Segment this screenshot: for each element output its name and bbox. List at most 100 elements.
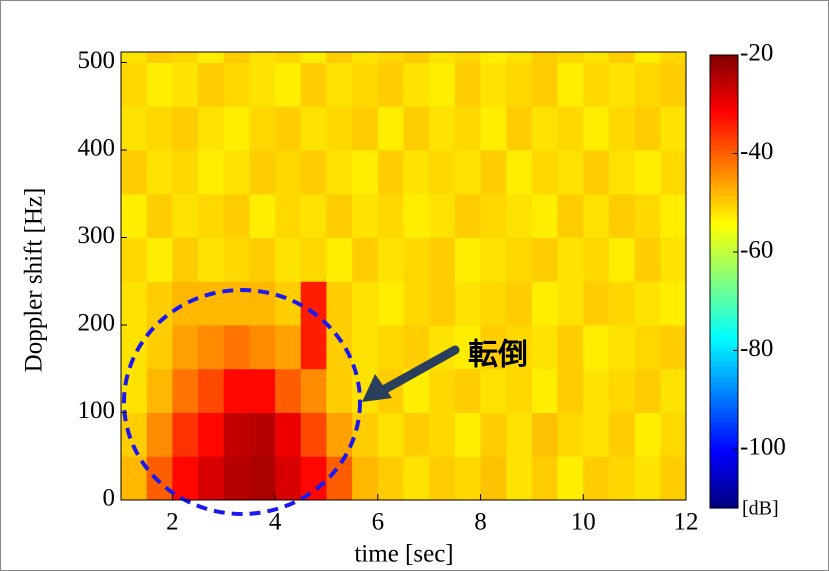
cell <box>198 106 225 151</box>
cell <box>531 281 559 326</box>
cell <box>300 150 327 195</box>
y-tick-label: 500 <box>78 47 116 74</box>
cell <box>352 456 379 501</box>
cell <box>326 456 353 501</box>
cell <box>480 62 507 107</box>
cell <box>429 456 456 501</box>
cell <box>377 237 404 282</box>
cell <box>429 281 456 326</box>
colorbar-stripe <box>710 316 738 323</box>
cell <box>429 368 456 413</box>
heatmap <box>121 52 687 501</box>
x-tick-label: 12 <box>674 509 699 536</box>
cell <box>198 281 225 326</box>
x-tick-label: 6 <box>372 509 385 536</box>
colorbar-stripe <box>710 211 738 217</box>
cell <box>531 193 559 238</box>
cell <box>608 325 636 370</box>
cell <box>377 62 404 107</box>
cell <box>198 325 225 370</box>
cell <box>634 106 661 151</box>
cell <box>223 456 250 501</box>
colorbar-stripe <box>710 135 738 142</box>
cell <box>172 237 199 282</box>
arrow-shaft <box>373 345 460 398</box>
colorbar-tick-label: -80 <box>740 335 773 362</box>
colorbar-stripe <box>710 502 738 509</box>
colorbar-stripe <box>710 412 738 418</box>
colorbar-stripe <box>710 321 738 328</box>
cell <box>146 412 173 457</box>
cell <box>300 456 327 501</box>
cell <box>634 281 661 326</box>
colorbar-stripe <box>710 266 738 273</box>
cell <box>121 106 148 151</box>
colorbar-stripe <box>710 482 738 489</box>
colorbar-stripe <box>710 140 738 147</box>
y-tick-label: 300 <box>78 222 116 249</box>
cell <box>377 106 404 151</box>
cell <box>634 193 661 238</box>
colorbar-stripe <box>710 195 738 202</box>
cell <box>454 52 482 63</box>
cell <box>480 193 507 238</box>
cell <box>352 412 379 457</box>
cell <box>429 237 456 282</box>
cell <box>634 325 661 370</box>
cell <box>506 193 533 238</box>
colorbar-stripe <box>710 301 738 308</box>
cell <box>146 52 173 63</box>
cell <box>326 52 353 63</box>
cell <box>480 237 507 282</box>
cell <box>531 412 559 457</box>
colorbar-stripe <box>710 180 738 187</box>
cell <box>223 193 250 238</box>
y-tick-label: 100 <box>78 397 116 424</box>
colorbar-stripe <box>710 382 738 388</box>
colorbar-stripe <box>710 125 738 132</box>
cell <box>608 281 636 326</box>
colorbar-stripe <box>710 291 738 298</box>
cell <box>557 281 584 326</box>
cell <box>403 52 430 63</box>
cell <box>557 62 584 107</box>
colorbar-stripe <box>710 276 738 283</box>
cell <box>583 325 610 370</box>
colorbar-stripe <box>710 377 738 383</box>
cell <box>557 412 584 457</box>
colorbar-stripe <box>710 427 738 434</box>
x-tick-label: 10 <box>571 509 596 536</box>
colorbar-stripe <box>710 80 738 86</box>
cell <box>300 62 327 107</box>
colorbar-stripe <box>710 336 738 343</box>
cell <box>377 150 404 195</box>
colorbar-stripe <box>710 442 738 449</box>
plot-border <box>120 51 687 501</box>
cell <box>326 62 353 107</box>
colorbar-stripe <box>710 311 738 318</box>
cell <box>480 412 507 457</box>
colorbar-stripe <box>710 367 738 373</box>
cell <box>275 106 302 151</box>
cell <box>300 106 327 151</box>
cell <box>403 237 430 282</box>
colorbar-stripe <box>710 185 738 192</box>
cell <box>583 62 610 107</box>
cell <box>198 62 225 107</box>
colorbar-stripe <box>710 387 738 393</box>
cell <box>275 412 302 457</box>
cell <box>223 150 250 195</box>
cell <box>377 52 404 63</box>
colorbar-stripe <box>710 452 738 459</box>
cell <box>454 193 482 238</box>
cell <box>300 325 327 370</box>
cell <box>506 456 533 501</box>
cell <box>583 281 610 326</box>
y-tick-label: 400 <box>78 135 116 162</box>
cell <box>300 237 327 282</box>
cell <box>198 150 225 195</box>
colorbar-stripe <box>710 402 738 408</box>
colorbar-stripe <box>710 175 738 182</box>
colorbar-stripe <box>710 286 738 293</box>
colorbar-stripe <box>710 70 738 76</box>
